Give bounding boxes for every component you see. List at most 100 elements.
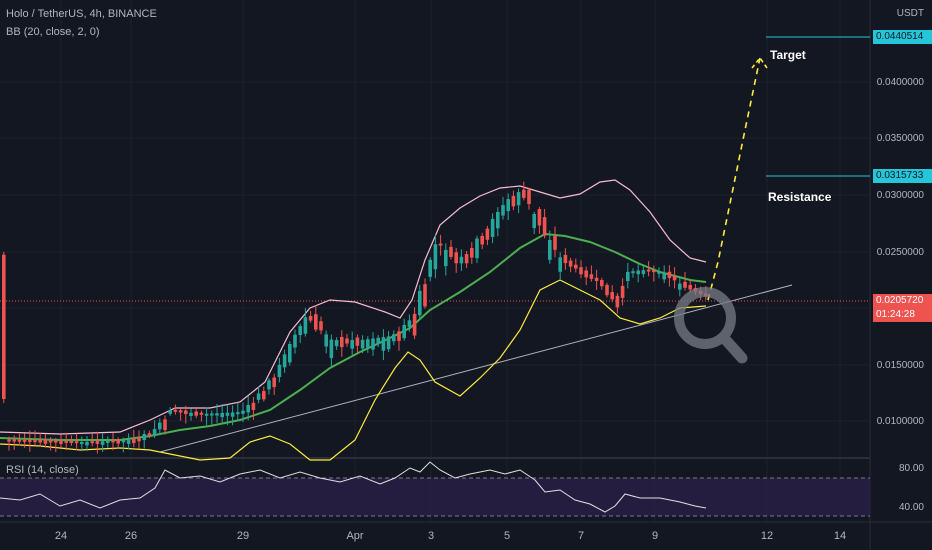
candle [464,253,469,264]
candle [678,283,682,290]
candle [579,267,583,275]
candle [277,364,282,378]
candle [17,439,22,442]
candle [334,340,339,347]
candle [85,441,89,446]
time-tick: 3 [427,530,435,542]
candle [163,419,167,431]
time-tick: 7 [577,530,585,542]
bb-indicator-legend[interactable]: BB (20, close, 2, 0) [6,26,100,38]
time-tick: 24 [54,530,68,542]
candle [173,409,178,412]
candle [652,270,656,273]
bb-upper-band [0,179,707,435]
bar-countdown-tag: 01:24:28 [873,308,932,322]
candle [262,391,266,400]
candle [126,440,131,444]
candle [501,205,505,216]
candle [537,209,542,226]
candle [641,270,646,275]
candle [662,273,666,280]
candle [74,441,79,444]
candle [371,338,375,350]
candle [69,441,74,444]
candle [459,256,464,264]
candle [584,270,588,278]
candle [95,440,100,444]
candle [428,259,432,277]
candle [251,402,256,410]
candle [594,277,599,281]
candle [204,413,209,416]
price-tick: 0.0350000 [876,133,924,144]
candle [308,315,313,321]
candle [402,324,406,339]
candle [194,411,198,416]
candle [636,270,640,275]
candle [490,218,495,237]
candle [516,192,521,206]
resistance-annotation: Resistance [768,190,832,204]
current-price-tag: 0.0205720 [873,294,932,308]
candle [314,314,318,330]
candle [246,404,250,413]
candle [158,422,162,430]
candle [672,275,677,281]
candle [267,380,271,390]
candle [480,235,484,245]
candle [282,354,287,368]
candle [366,339,370,348]
candle [184,410,188,415]
candle [626,271,630,282]
candle [563,254,568,264]
candle [568,260,573,267]
rsi-tick: 80.00 [898,463,924,474]
candle [241,410,245,414]
candle [178,410,183,413]
rsi-indicator-legend[interactable]: RSI (14, close) [6,464,79,476]
candle [631,271,635,274]
candle [236,412,240,415]
candle [350,340,354,349]
candle [355,337,360,346]
candle [485,228,490,240]
candles [2,181,708,454]
candle [12,439,16,442]
projected-target-path [707,57,761,301]
time-tick: 14 [833,530,847,542]
candle [683,281,687,288]
candle [38,440,42,443]
candle [329,339,334,359]
candle [600,280,604,287]
candle [43,439,48,444]
time-tick: 12 [760,530,774,542]
candle [288,344,292,363]
candle [28,439,32,442]
candle [33,440,37,443]
time-tick: Apr [346,530,364,542]
candle [407,320,412,328]
candle [152,429,157,435]
candle [646,269,651,272]
candle [64,440,68,443]
candle [615,295,620,308]
price-tick: 0.0150000 [876,360,924,371]
candle [272,377,276,388]
rsi-tick: 40.00 [898,502,924,513]
symbol-title[interactable]: Holo / TetherUS, 4h, BINANCE [6,8,157,20]
candle [496,212,500,229]
candle [345,338,349,344]
candle [116,439,120,444]
candle [620,285,625,298]
candle [423,284,427,307]
candle [199,412,204,415]
candle [59,440,63,444]
currency-label: USDT [896,8,924,19]
price-tick: 0.0100000 [876,416,924,427]
price-tick: 0.0300000 [876,190,924,201]
candle [54,440,58,443]
candle [215,413,219,416]
candle [303,317,308,334]
candle [225,412,230,416]
